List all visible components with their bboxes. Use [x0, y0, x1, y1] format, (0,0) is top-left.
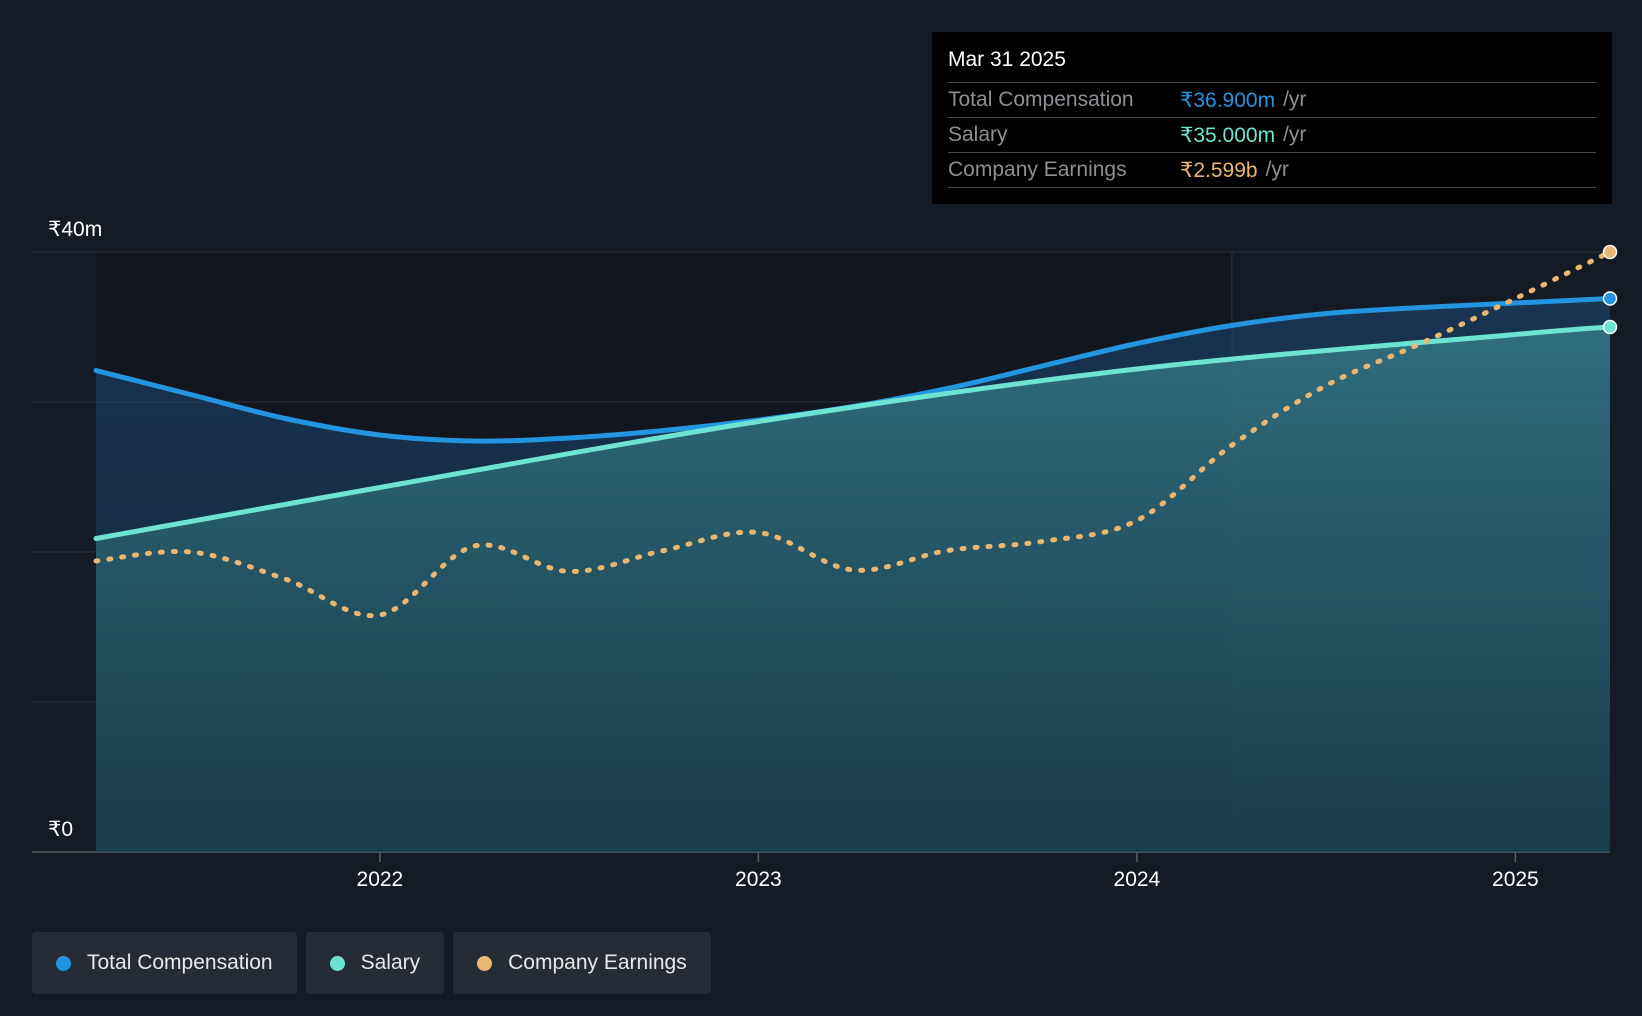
series-lines: [93, 249, 1613, 619]
end-marker-salary: [1602, 319, 1618, 335]
tooltip-value: ₹35.000m: [1180, 123, 1276, 147]
x-tick-label: 2023: [735, 868, 782, 891]
tooltip-date: Mar 31 2025: [948, 46, 1596, 83]
tooltip-label: Total Compensation: [948, 88, 1134, 111]
series-areas: [96, 298, 1610, 852]
legend-dot-icon: [477, 955, 493, 971]
tooltip-value: ₹36.900m: [1180, 88, 1276, 112]
tooltip-label: Company Earnings: [948, 158, 1127, 181]
tooltip-value: ₹2.599b: [1180, 158, 1258, 182]
end-marker-total-compensation: [1602, 291, 1618, 306]
legend-label: Company Earnings: [508, 951, 687, 974]
tooltip-label: Salary: [948, 123, 1008, 146]
tooltip-unit: /yr: [1265, 158, 1289, 181]
y-tick-label: ₹40m: [48, 218, 102, 241]
y-tick-label: ₹0: [48, 818, 73, 841]
legend-dot-icon: [329, 955, 345, 971]
y-axis-labels: ₹40m ₹0: [48, 218, 102, 841]
legend-item-total-compensation[interactable]: Total Compensation: [32, 932, 297, 994]
x-tick-label: 2022: [357, 868, 404, 891]
series-end-markers: [1602, 244, 1618, 335]
tooltip-row-company-earnings: Company Earnings ₹2.599b /yr: [948, 153, 1596, 188]
legend-label: Total Compensation: [87, 951, 273, 974]
tooltip: Mar 31 2025 Total Compensation ₹36.900m …: [932, 32, 1612, 204]
end-marker-company-earnings: [1602, 244, 1618, 260]
area-salary: [96, 327, 1610, 852]
legend-item-company-earnings[interactable]: Company Earnings: [453, 932, 711, 994]
line-salary: [93, 324, 1613, 541]
legend-label: Salary: [360, 951, 421, 974]
tooltip-row-salary: Salary ₹35.000m /yr: [948, 118, 1596, 153]
legend-dot-icon: [56, 955, 71, 971]
tooltip-unit: /yr: [1283, 123, 1307, 146]
x-axis-labels: 2022 2023 2024 2025: [357, 852, 1539, 891]
tooltip-row-total-compensation: Total Compensation ₹36.900m /yr: [948, 83, 1596, 118]
tooltip-unit: /yr: [1283, 88, 1307, 111]
x-tick-label: 2025: [1492, 868, 1539, 891]
legend-item-salary[interactable]: Salary: [305, 932, 445, 994]
x-tick-label: 2024: [1114, 868, 1161, 891]
legend: Total Compensation Salary Company Earnin…: [32, 932, 711, 994]
